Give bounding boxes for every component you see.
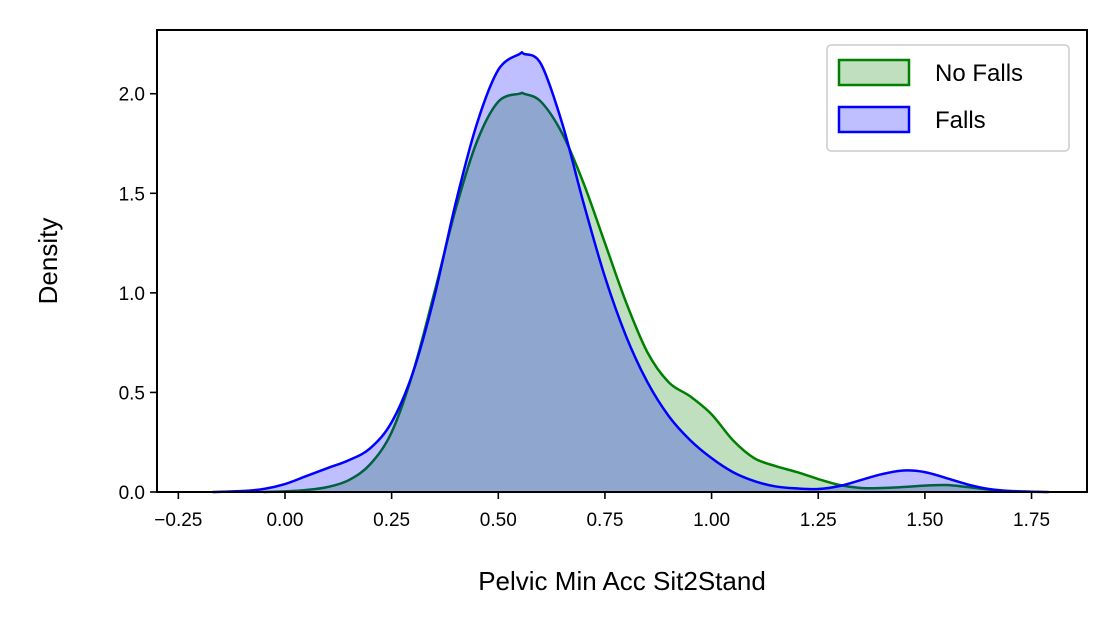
y-tick-label: 1.5 (119, 184, 145, 205)
y-tick-label: 0.0 (119, 483, 145, 504)
legend-swatch-falls (837, 105, 911, 134)
x-tick-label: 1.25 (800, 510, 837, 531)
legend-swatch-no-falls (837, 58, 911, 87)
y-axis-ticks: 0.0 0.5 1.0 1.5 2.0 (119, 85, 157, 504)
legend-label-no-falls: No Falls (935, 60, 1023, 87)
x-tick-label: 1.75 (1013, 510, 1050, 531)
plot-frame (156, 29, 1088, 493)
x-tick-label: 1.00 (693, 510, 730, 531)
x-tick-label: 0.25 (373, 510, 410, 531)
x-axis-ticks: −0.25 0.00 0.25 0.50 0.75 1.00 1.25 1.50 1.75 (154, 492, 1050, 531)
series-area-falls (212, 52, 1049, 492)
series-area-no-falls (263, 92, 1011, 492)
legend: No Falls Falls (826, 44, 1070, 152)
series-layer (212, 51, 1049, 494)
legend-label-falls: Falls (935, 107, 986, 134)
y-axis-label: Density (33, 218, 63, 305)
series-line-no-falls (263, 91, 1011, 494)
x-tick-label: 0.00 (266, 510, 303, 531)
y-tick-label: 0.5 (119, 383, 145, 404)
legend-box (826, 44, 1070, 152)
x-tick-label: 1.50 (906, 510, 943, 531)
y-tick-label: 2.0 (119, 85, 145, 106)
x-tick-label: −0.25 (154, 510, 202, 531)
x-axis-label: Pelvic Min Acc Sit2Stand (478, 566, 766, 596)
x-tick-label: 0.75 (586, 510, 623, 531)
series-line-falls (212, 51, 1049, 494)
y-tick-label: 1.0 (119, 284, 145, 305)
x-tick-label: 0.50 (480, 510, 517, 531)
